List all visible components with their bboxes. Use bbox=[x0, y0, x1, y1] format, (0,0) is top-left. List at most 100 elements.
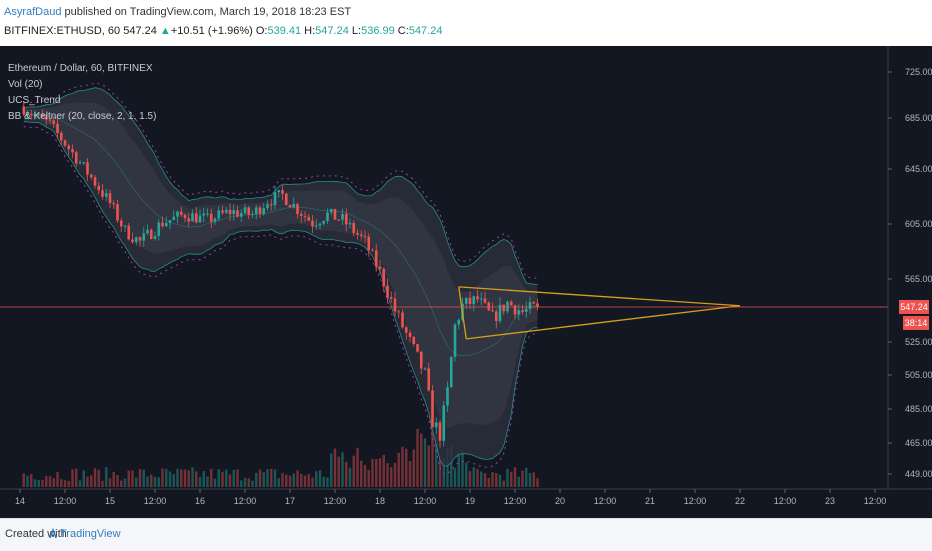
price-chart[interactable]: 725.00 685.00 645.00 605.00 565.00 525.00 505.… bbox=[0, 46, 932, 518]
candle-body bbox=[401, 312, 404, 328]
candle-body bbox=[251, 214, 254, 216]
candle-body bbox=[329, 208, 333, 213]
keltner-upper-dots bbox=[23, 82, 538, 279]
volume-bar bbox=[453, 468, 457, 487]
candle-body bbox=[427, 368, 431, 391]
triangle-upper-line[interactable] bbox=[458, 286, 741, 307]
triangle-base-line[interactable] bbox=[458, 286, 467, 339]
legend-bb-keltner[interactable]: BB & Keltner (20, close, 2, 1, 1.5) bbox=[8, 111, 156, 122]
candle-body bbox=[97, 185, 101, 191]
candle-body bbox=[513, 305, 517, 315]
volume-bar bbox=[348, 467, 352, 487]
volume-bar bbox=[367, 469, 370, 487]
candle-body bbox=[434, 422, 438, 428]
candle-body bbox=[524, 309, 528, 312]
volume-bar bbox=[300, 473, 303, 487]
volume-bar bbox=[258, 469, 262, 487]
volume-bar bbox=[236, 469, 239, 487]
candle-body bbox=[116, 204, 119, 221]
candle-body bbox=[56, 123, 59, 133]
volume-bar bbox=[101, 480, 104, 487]
countdown-value: 38:14 bbox=[905, 318, 928, 328]
time-tick-label: 12:00 bbox=[144, 496, 167, 506]
candle-body bbox=[258, 207, 262, 215]
price-tick-label: 645.00 bbox=[905, 164, 932, 174]
volume-bar bbox=[33, 479, 37, 487]
legend-ucs-trend[interactable]: UCS_Trend bbox=[8, 95, 60, 106]
time-tick-label: 21 bbox=[645, 496, 655, 506]
countdown-badge bbox=[903, 315, 929, 330]
volume-bar bbox=[266, 469, 269, 487]
volume-bar bbox=[195, 471, 198, 487]
volume-bar bbox=[525, 467, 528, 487]
volume-bar bbox=[337, 456, 340, 487]
candle-body bbox=[506, 301, 509, 312]
candle-body bbox=[221, 210, 224, 213]
price-badge-value: 547.24 bbox=[900, 302, 928, 312]
volume-bar bbox=[435, 431, 438, 487]
volume-bar bbox=[446, 447, 449, 487]
time-tick-label: 12:00 bbox=[324, 496, 347, 506]
price-tick-label: 725.00 bbox=[905, 67, 932, 77]
author-link[interactable]: AsyrafDaud bbox=[4, 6, 62, 18]
price-tick-label: 449.00 bbox=[905, 469, 932, 479]
candle-body bbox=[63, 140, 67, 146]
candle-body bbox=[352, 223, 356, 233]
candle-body bbox=[333, 208, 337, 220]
volume-bar bbox=[232, 469, 235, 487]
volume-bar bbox=[423, 438, 427, 487]
triangle-lower-line[interactable] bbox=[466, 305, 741, 340]
candle-body bbox=[41, 113, 44, 118]
candle-body bbox=[416, 344, 419, 352]
volume-bar bbox=[255, 472, 258, 487]
volume-bar bbox=[506, 468, 509, 487]
keltner-lower-dots bbox=[23, 126, 538, 475]
close-label: C: bbox=[397, 25, 409, 37]
candle-body bbox=[59, 132, 63, 141]
change-value: +10.51 (+1.96%) bbox=[170, 25, 253, 37]
legend-vol[interactable]: Vol (20) bbox=[8, 79, 42, 90]
candle-body bbox=[179, 211, 183, 215]
volume-bar bbox=[135, 477, 138, 487]
volume-bar bbox=[183, 469, 187, 487]
volume-bar bbox=[210, 468, 213, 487]
candle-body bbox=[119, 220, 123, 227]
candle-body bbox=[307, 216, 311, 221]
candle-body bbox=[194, 213, 198, 223]
candle-body bbox=[472, 296, 476, 305]
volume-bar bbox=[273, 469, 277, 487]
volume-bar bbox=[491, 472, 494, 487]
tradingview-link[interactable]: TradingView bbox=[60, 528, 121, 540]
candle-body bbox=[389, 297, 393, 299]
bollinger-band-layer bbox=[23, 82, 538, 475]
candle-body bbox=[517, 310, 521, 315]
volume-bar bbox=[202, 471, 205, 487]
candle-body bbox=[348, 223, 352, 225]
candle-body bbox=[446, 387, 449, 406]
candle-body bbox=[52, 120, 56, 124]
volume-bar bbox=[487, 477, 490, 487]
time-tick-label: 19 bbox=[465, 496, 475, 506]
volume-bar bbox=[37, 480, 40, 487]
volume-bar bbox=[172, 474, 175, 487]
chart-area[interactable]: 725.00 685.00 645.00 605.00 565.00 525.00 505.… bbox=[0, 46, 932, 518]
volume-bar bbox=[153, 476, 157, 487]
volume-bar bbox=[191, 467, 194, 487]
volume-bar bbox=[528, 473, 532, 487]
volume-bar bbox=[168, 471, 172, 487]
candle-body bbox=[157, 222, 161, 236]
volume-bar bbox=[465, 462, 468, 487]
candle-body bbox=[374, 250, 378, 267]
time-tick-label: 15 bbox=[105, 496, 115, 506]
candle-body bbox=[254, 207, 258, 215]
volume-bar bbox=[228, 474, 232, 487]
candle-body bbox=[104, 193, 108, 197]
keltner-fill bbox=[23, 102, 538, 428]
candle-body bbox=[318, 223, 322, 226]
volume-bar bbox=[93, 468, 97, 487]
candle-body bbox=[408, 332, 412, 337]
candle-body bbox=[479, 298, 483, 300]
volume-layer bbox=[22, 423, 539, 487]
candle-body bbox=[48, 119, 52, 121]
volume-bar bbox=[303, 475, 307, 487]
